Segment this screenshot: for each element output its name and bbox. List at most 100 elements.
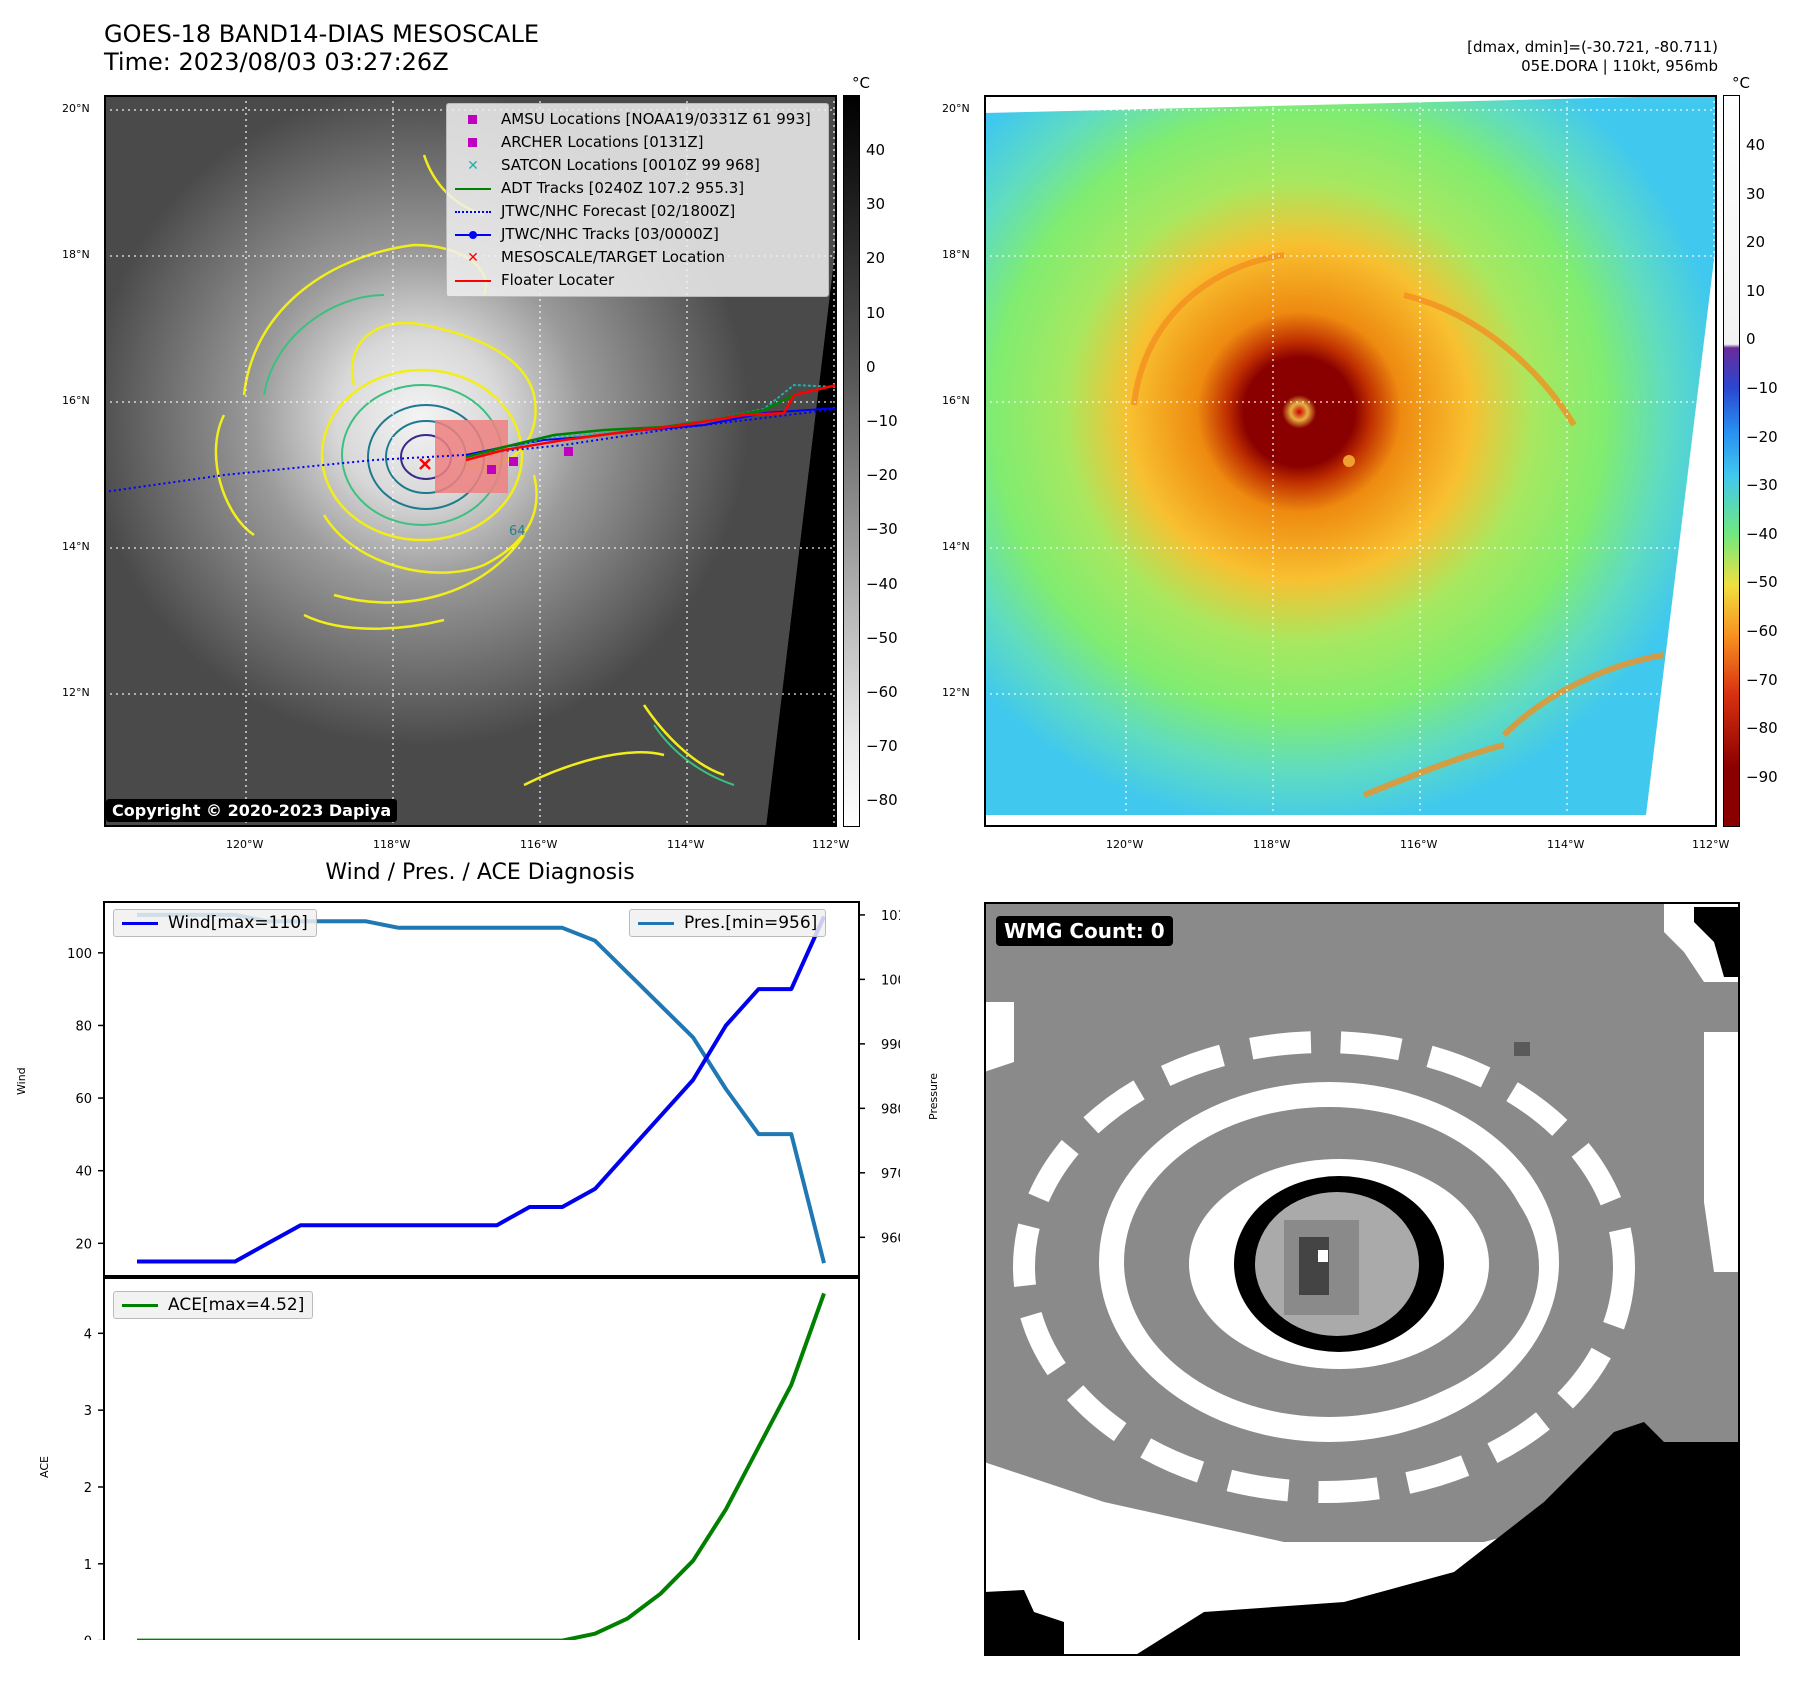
color-map-canvas xyxy=(984,95,1717,827)
ir-map: 64 AMSU Locations [NOAA19/0331Z 61 993] … xyxy=(103,95,838,827)
pres-tick-label: 1000 xyxy=(881,973,900,988)
title-line-2: Time: 2023/08/03 03:27:26Z xyxy=(104,48,449,76)
colorbar-tick-label: −90 xyxy=(1746,767,1778,786)
legend-label: MESOSCALE/TARGET Location xyxy=(501,248,726,266)
ace-legend: ACE[max=4.52] xyxy=(113,1291,314,1319)
colorbar-tick-label: −50 xyxy=(1746,573,1778,592)
legend-label: ARCHER Locations [0131Z] xyxy=(501,133,704,151)
lon-label: 114°W xyxy=(1547,838,1585,851)
dotted-line-icon xyxy=(455,204,491,220)
pres-axis-label: Pressure xyxy=(927,1073,940,1120)
wmg-panel: WMG Count: 0 xyxy=(984,902,1740,1656)
legend-label: JTWC/NHC Tracks [03/0000Z] xyxy=(501,225,719,243)
x-marker-icon: ✕ xyxy=(467,249,479,266)
wind-legend-label: Wind[max=110] xyxy=(168,913,308,933)
legend-item: Floater Locater xyxy=(455,269,820,292)
colorbar-tick-label: 0 xyxy=(866,357,876,376)
wind-axis-label: Wind xyxy=(15,1067,28,1095)
pressure-line xyxy=(137,912,826,1264)
lat-label: 18°N xyxy=(942,248,970,261)
colorbar-tick-label: −30 xyxy=(866,520,898,539)
colorbar-tick-label: −60 xyxy=(1746,622,1778,640)
colorbar-tick-label: 20 xyxy=(866,249,886,268)
wmg-canvas xyxy=(984,902,1740,1656)
legend-label: ADT Tracks [0240Z 107.2 955.3] xyxy=(501,179,745,197)
colorbar-tick-label: 10 xyxy=(866,303,886,322)
wind-line-icon xyxy=(122,915,158,931)
ace-tick-label: 1 xyxy=(84,1558,92,1573)
colorbar-tick-label: −20 xyxy=(1746,427,1778,446)
wind-tick-label: 100 xyxy=(67,947,92,962)
colorbar-tick-label: 40 xyxy=(866,141,886,159)
lon-label: 120°W xyxy=(1106,838,1144,851)
pres-tick-label: 970 xyxy=(881,1167,900,1182)
ace-tick-label: 2 xyxy=(84,1481,92,1496)
legend-item: JTWC/NHC Forecast [02/1800Z] xyxy=(455,200,820,223)
lat-label: 12°N xyxy=(942,686,970,699)
legend-label: SATCON Locations [0010Z 99 968] xyxy=(501,156,760,174)
ace-tick-label: 3 xyxy=(84,1404,92,1419)
ace-tick-label: 0 xyxy=(84,1635,92,1640)
lat-label: 18°N xyxy=(62,248,90,261)
storm-info: [dmax, dmin]=(-30.721, -80.711) 05E.DORA… xyxy=(1467,38,1718,76)
lat-label: 12°N xyxy=(62,686,90,699)
colorbar-tick-label: −80 xyxy=(1746,719,1778,738)
lat-label: 16°N xyxy=(942,394,970,407)
title-line-1: GOES-18 BAND14-DIAS MESOSCALE xyxy=(104,20,540,48)
ace-tick-label: 4 xyxy=(84,1327,92,1342)
pres-line-icon xyxy=(638,915,674,931)
wmg-count-badge: WMG Count: 0 xyxy=(996,916,1173,946)
color-map-frame xyxy=(984,95,1717,827)
wind-tick-label: 60 xyxy=(75,1092,92,1107)
square-marker-icon xyxy=(455,135,491,151)
lon-label: 116°W xyxy=(1400,838,1438,851)
colorbar-tick-label: 20 xyxy=(1746,233,1766,252)
lon-label: 120°W xyxy=(226,838,264,851)
legend-item: ARCHER Locations [0131Z] xyxy=(455,131,820,154)
colorbar-tick-label: −10 xyxy=(866,412,898,430)
color-map xyxy=(984,95,1717,827)
map-title: GOES-18 BAND14-DIAS MESOSCALE Time: 2023… xyxy=(104,20,539,76)
map-legend: AMSU Locations [NOAA19/0331Z 61 993] ARC… xyxy=(446,103,829,297)
wind-tick-label: 40 xyxy=(75,1165,92,1180)
legend-label: AMSU Locations [NOAA19/0331Z 61 993] xyxy=(501,110,811,128)
colorbar-tick-label: 40 xyxy=(1746,136,1766,154)
lon-label: 116°W xyxy=(520,838,558,851)
colorbar-tick-label: −40 xyxy=(1746,524,1778,543)
legend-item: ✕ MESOSCALE/TARGET Location xyxy=(455,246,820,269)
legend-item: AMSU Locations [NOAA19/0331Z 61 993] xyxy=(455,108,820,131)
lat-label: 20°N xyxy=(62,102,90,115)
left-colorbar-unit: °C xyxy=(852,74,870,92)
lat-label: 16°N xyxy=(62,394,90,407)
left-colorbar xyxy=(843,95,860,827)
colorbar-tick-label: −30 xyxy=(1746,476,1778,495)
colorbar-tick-label: −20 xyxy=(866,466,898,485)
pres-tick-label: 980 xyxy=(881,1102,900,1117)
pres-tick-label: 960 xyxy=(881,1231,900,1246)
ace-legend-label: ACE[max=4.52] xyxy=(168,1295,305,1315)
colorbar-tick-label: 30 xyxy=(866,195,886,214)
colorbar-tick-label: −70 xyxy=(1746,670,1778,689)
colorbar-tick-label: −60 xyxy=(866,683,898,701)
line-icon xyxy=(455,181,491,197)
ace-line xyxy=(137,1292,826,1640)
pres-legend: Pres.[min=956] xyxy=(629,909,827,937)
wmg-frame xyxy=(984,902,1740,1656)
square-marker-icon xyxy=(455,112,491,128)
lon-label: 118°W xyxy=(373,838,411,851)
line-dot-icon xyxy=(455,227,491,243)
colorbar-tick-label: 30 xyxy=(1746,184,1766,203)
right-colorbar-unit: °C xyxy=(1732,74,1750,92)
legend-label: JTWC/NHC Forecast [02/1800Z] xyxy=(501,202,736,220)
lat-label: 14°N xyxy=(62,540,90,553)
colorbar-tick-label: −70 xyxy=(866,737,898,756)
ace-axis-label: ACE xyxy=(38,1456,51,1478)
lon-label: 112°W xyxy=(812,838,850,851)
right-colorbar xyxy=(1723,95,1740,827)
colorbar-tick-label: −50 xyxy=(866,628,898,647)
lat-label: 20°N xyxy=(942,102,970,115)
ace-frame xyxy=(103,1277,860,1640)
lon-label: 112°W xyxy=(1692,838,1730,851)
